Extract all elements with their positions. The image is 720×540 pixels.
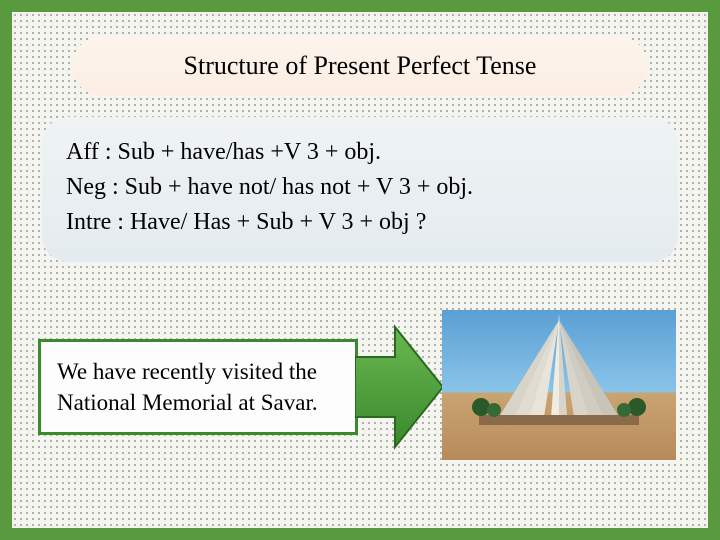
example-line-1: We have recently visited the — [57, 356, 339, 387]
example-line-2: National Memorial at Savar. — [57, 387, 339, 418]
memorial-image — [442, 310, 676, 460]
title-container: Structure of Present Perfect Tense — [72, 36, 648, 96]
slide-title: Structure of Present Perfect Tense — [184, 51, 537, 81]
example-row: We have recently visited the National Me… — [38, 322, 445, 452]
arrow-icon — [355, 322, 445, 452]
example-box: We have recently visited the National Me… — [38, 339, 358, 435]
rule-interrogative: Intre : Have/ Has + Sub + V 3 + obj ? — [66, 205, 654, 240]
rules-container: Aff : Sub + have/has +V 3 + obj. Neg : S… — [42, 117, 678, 262]
rule-affirmative: Aff : Sub + have/has +V 3 + obj. — [66, 135, 654, 170]
rule-negative: Neg : Sub + have not/ has not + V 3 + ob… — [66, 170, 654, 205]
monument-illustration — [469, 312, 649, 432]
slide-frame: Structure of Present Perfect Tense Aff :… — [0, 0, 720, 540]
